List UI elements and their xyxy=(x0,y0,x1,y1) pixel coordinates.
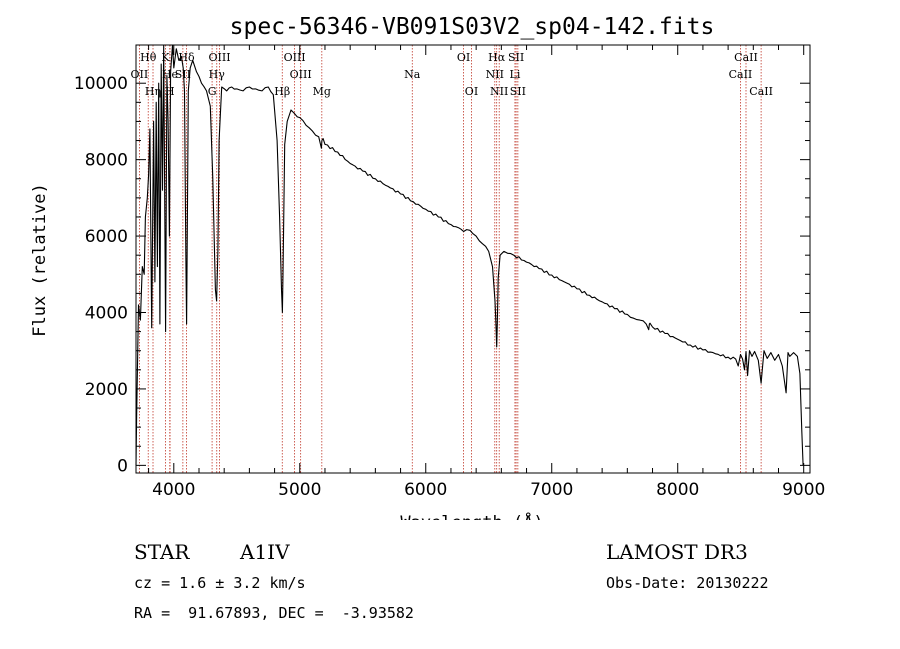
spectral-line-label: OIII xyxy=(284,51,306,64)
x-tick-label: 5000 xyxy=(278,480,321,500)
x-tick-label: 4000 xyxy=(152,480,195,500)
chart-background xyxy=(0,0,900,520)
spectral-line-label: Hβ xyxy=(274,85,290,98)
y-axis-label: Flux (relative) xyxy=(30,183,50,337)
spectral-line-label: SII xyxy=(175,68,191,81)
object-class: STAR xyxy=(134,540,190,564)
x-axis-ticks: 4000 5000 6000 7000 8000 9000 xyxy=(148,45,825,500)
y-tick-label: 2000 xyxy=(85,380,128,400)
plot-frame xyxy=(135,44,811,474)
spectral-line-label: CaII xyxy=(749,85,773,98)
spectral-line-label: Hθ xyxy=(140,51,157,64)
x-axis-label: Wavelength (Å) xyxy=(400,511,543,520)
spectral-line-label: CaII xyxy=(729,68,753,81)
x-tick-label: 7000 xyxy=(530,480,573,500)
spectral-line-label: He xyxy=(162,68,178,81)
y-tick-label: 8000 xyxy=(85,151,128,171)
chart-title: spec-56346-VB091S03V2_sp04-142.fits xyxy=(230,14,715,40)
object-subclass: A1IV xyxy=(240,540,290,564)
coordinates-readout: RA = 91.67893, DEC = -3.93582 xyxy=(134,604,414,622)
x-tick-label: 6000 xyxy=(404,480,447,500)
spectral-lines xyxy=(139,45,762,473)
spectral-line-label: SII xyxy=(510,85,526,98)
redshift-readout: cz = 1.6 ± 3.2 km/s xyxy=(134,574,306,592)
spectral-line-label: NII xyxy=(486,68,504,81)
spectral-line-label: OIII xyxy=(290,68,312,81)
spectral-line-label: Na xyxy=(404,68,421,81)
spectral-line-label: OI xyxy=(465,85,478,98)
x-tick-label: 9000 xyxy=(782,480,825,500)
observation-date: Obs-Date: 20130222 xyxy=(606,574,769,592)
spectral-line-label: Hγ xyxy=(209,68,226,81)
spectral-line-label: SII xyxy=(508,51,524,64)
y-tick-label: 6000 xyxy=(85,227,128,247)
y-axis-ticks: 0 2000 4000 6000 8000 10000 xyxy=(74,74,810,476)
spectral-line-label: Hη xyxy=(145,85,161,98)
survey-name: LAMOST DR3 xyxy=(606,540,748,564)
spectral-line-label: K xyxy=(161,51,170,64)
spectral-line-label: H xyxy=(165,85,175,98)
spectral-line-label: OIII xyxy=(208,51,230,64)
y-tick-label: 0 xyxy=(117,456,128,476)
spectral-line-label: NII xyxy=(490,85,508,98)
spectral-line-label: Li xyxy=(510,68,521,81)
y-tick-label: 10000 xyxy=(74,74,128,94)
spectral-line-label: OI xyxy=(457,51,470,64)
spectral-line-label: CaII xyxy=(734,51,758,64)
x-tick-label: 8000 xyxy=(656,480,699,500)
flux-series-line xyxy=(135,44,804,466)
spectral-line-label: Mg xyxy=(313,85,331,98)
spectrum-chart: spec-56346-VB091S03V2_sp04-142.fits Hθ OI… xyxy=(0,0,900,520)
y-tick-label: 4000 xyxy=(85,304,128,324)
spectral-line-label: G xyxy=(208,85,217,98)
spectral-line-label: Hα xyxy=(488,51,506,64)
spectral-line-label: OII xyxy=(131,68,149,81)
